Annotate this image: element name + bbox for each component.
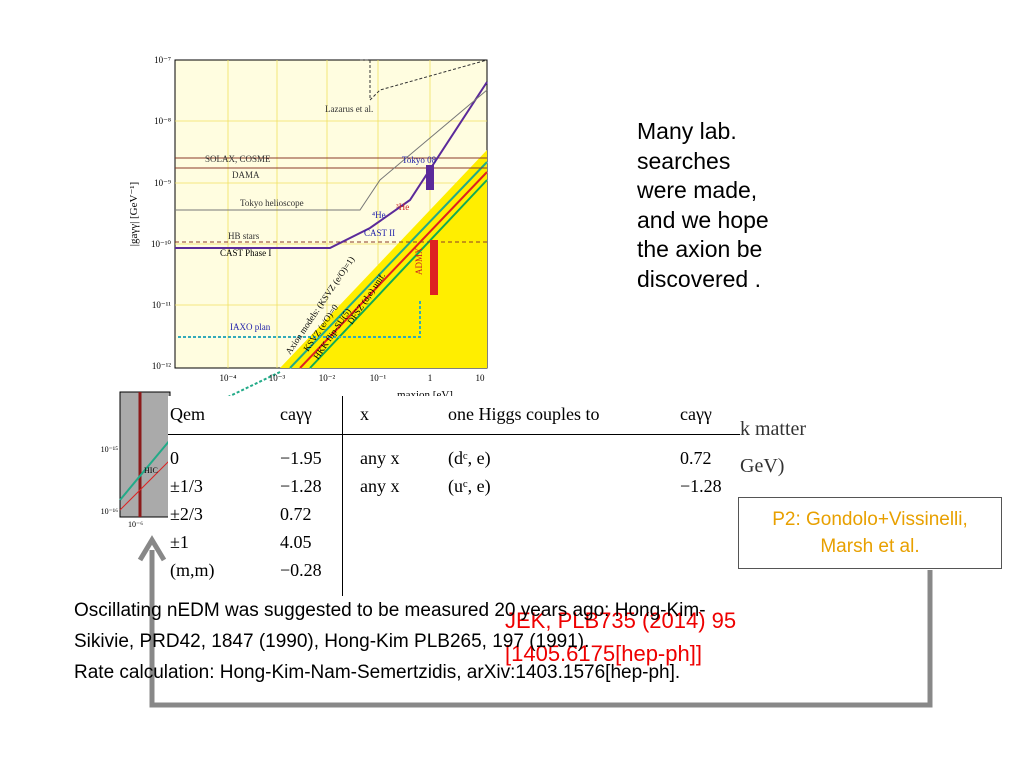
inset-line xyxy=(119,459,171,511)
behind-text: k matter xyxy=(740,418,807,440)
y-tick-label: 10⁻¹² xyxy=(152,361,171,371)
inset-tick-label: 10⁻⁶ xyxy=(128,520,143,529)
bottom-text: Oscillating nEDM was suggested to be mea… xyxy=(74,595,706,688)
arrow-frame xyxy=(149,550,933,708)
plot-annotation: CAST II xyxy=(364,228,395,238)
model-line xyxy=(289,161,488,369)
side-text-line: Many lab. xyxy=(637,118,737,144)
inset-line xyxy=(119,439,171,501)
y-tick-label: 10⁻⁷ xyxy=(154,55,171,65)
y-axis-label: |gaγγ| [GeV⁻¹] xyxy=(128,182,140,246)
x-tick-label: 10 xyxy=(476,373,486,383)
table-cell: −1.28 xyxy=(280,476,322,496)
plot-annotation: DAMA xyxy=(232,170,260,180)
table-cell: ±1/3 xyxy=(170,476,203,496)
iaxo-line xyxy=(178,300,421,338)
inset-label: HIC xyxy=(144,466,158,475)
tokyo-line xyxy=(175,89,488,211)
plot-annotation: Lazarus et al. xyxy=(325,104,373,114)
y-tick-label: 10⁻⁸ xyxy=(154,116,171,126)
x-tick-label: 1 xyxy=(428,373,433,383)
allowed-region xyxy=(280,150,487,368)
x-tick-label: 10⁻¹ xyxy=(370,373,387,383)
y-tick-label: 10⁻¹¹ xyxy=(152,300,171,310)
plot-annotation: SOLAX, COSME xyxy=(205,154,271,164)
side-text-line: the axion be xyxy=(637,236,763,262)
table-cell: −1.28 xyxy=(680,476,722,496)
table-header: caγγ xyxy=(280,404,312,424)
x-tick-label: 10⁻⁴ xyxy=(220,373,237,383)
bottom-text-line: Sikivie, PRD42, 1847 (1990), Hong-Kim PL… xyxy=(74,631,590,652)
bottom-text-line: Oscillating nEDM was suggested to be mea… xyxy=(74,600,706,621)
table-header: caγγ xyxy=(680,404,712,424)
tokyo08-region xyxy=(426,165,434,190)
side-text-line: discovered . xyxy=(637,265,762,292)
table-cell: (dᶜ, e) xyxy=(448,448,491,468)
plot-annotation: IAXO plan xyxy=(230,322,271,332)
table-rule xyxy=(342,396,343,596)
inset-tick-label: 10⁻¹⁶ xyxy=(101,507,119,516)
y-tick-label: 10⁻¹⁰ xyxy=(151,239,171,249)
reference-text: Marsh et al. xyxy=(820,536,920,557)
side-text: Many lab. searches were made, and we hope th… xyxy=(637,117,769,294)
side-text-line: were made, xyxy=(637,177,758,203)
table-cell: any x xyxy=(360,476,400,496)
side-text-line: and we hope xyxy=(637,206,769,233)
plot-annotation: HB stars xyxy=(228,231,260,241)
plot-annotation: CAST Phase I xyxy=(220,248,271,258)
grid xyxy=(175,60,487,368)
reference-box: P2: Gondolo+Vissinelli, Marsh et al. xyxy=(738,497,1002,569)
table-rule xyxy=(168,434,740,435)
model-line xyxy=(299,171,488,369)
table-cell: (m,m) xyxy=(170,560,215,580)
plot-annotation: ⁴He xyxy=(372,210,386,220)
x-tick-label: 10⁻³ xyxy=(269,373,286,383)
lazarus-line xyxy=(360,59,488,102)
arrow-head xyxy=(137,535,167,562)
table-header: Qem xyxy=(170,404,205,424)
table-cell: ±2/3 xyxy=(170,504,203,524)
reference-text: P2: Gondolo+Vissinelli, xyxy=(772,509,968,530)
table-cell: 4.05 xyxy=(280,532,312,552)
table-cell: (uᶜ, e) xyxy=(448,476,491,496)
side-text-line: searches xyxy=(637,147,731,174)
red-reference-line: JEK, PLB735 (2014) 95 xyxy=(505,608,737,633)
y-tick-label: 10⁻⁹ xyxy=(154,178,171,188)
x-tick-label: 10⁻² xyxy=(319,373,336,383)
table-cell: 0.72 xyxy=(680,448,712,468)
plot-annotation: ³He xyxy=(396,202,409,212)
admx-region xyxy=(430,240,438,295)
table-cell: 0.72 xyxy=(280,504,312,524)
table-header: x xyxy=(360,404,369,424)
table-header: one Higgs couples to xyxy=(448,404,600,424)
table: Qem caγγ x one Higgs couples to caγγ 0 −1.95 an… xyxy=(168,396,740,596)
plot-annotation: ADMX xyxy=(414,247,424,275)
table-cell: −0.28 xyxy=(280,560,322,580)
table-cell: any x xyxy=(360,448,400,468)
behind-text: GeV) xyxy=(740,455,785,477)
table-cell: 0 xyxy=(170,448,179,468)
plot-annotation: Tokyo 08 xyxy=(402,155,437,165)
inset-tick-label: 10⁻¹⁵ xyxy=(101,445,119,454)
bottom-text-line: Rate calculation: Hong-Kim-Nam-Semertzid… xyxy=(74,662,681,683)
plot-annotation: Tokyo helioscope xyxy=(240,198,304,208)
table-cell: −1.95 xyxy=(280,448,322,468)
red-reference: JEK, PLB735 (2014) 95 [1405.6175[hep-ph]] xyxy=(505,604,736,670)
table-cell: ±1 xyxy=(170,532,189,552)
inset-area xyxy=(119,391,171,518)
red-reference-line: [1405.6175[hep-ph]] xyxy=(505,641,702,666)
cast-line xyxy=(175,81,488,249)
